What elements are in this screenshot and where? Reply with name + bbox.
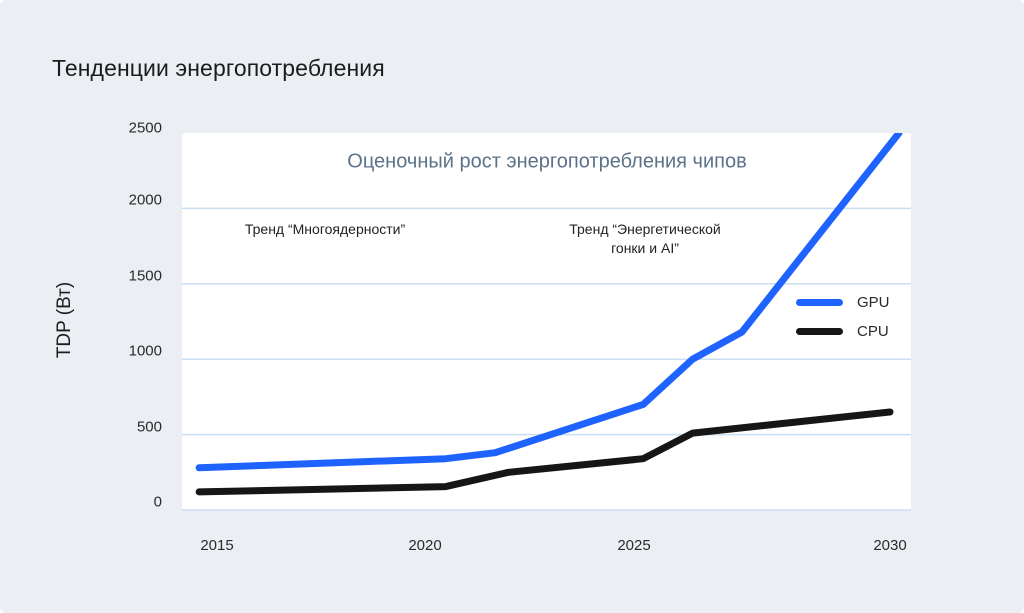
y-tick-2000: 2000 <box>128 191 162 209</box>
y-tick-500: 500 <box>136 418 162 436</box>
series-line-cpu <box>195 408 894 496</box>
series-lines <box>195 133 903 496</box>
legend-item-cpu: CPU <box>796 321 889 341</box>
gridlines <box>182 207 911 511</box>
legend-label-gpu: GPU <box>857 293 890 311</box>
chart-subtitle: Оценочный рост энергопотребления чипов <box>347 150 747 173</box>
chart-title: Тенденции энергопотребления <box>52 55 385 81</box>
series-line-gpu <box>195 133 903 472</box>
legend-item-gpu: GPU <box>796 292 890 312</box>
x-tick-2015: 2015 <box>200 537 234 554</box>
x-tick-2030: 2030 <box>873 537 907 554</box>
legend-swatch-gpu <box>796 298 843 306</box>
annotation-text-line2: гонки и AI” <box>611 240 679 256</box>
plot-background <box>182 133 911 510</box>
legend-swatch-cpu <box>796 327 843 335</box>
x-tick-2025: 2025 <box>617 537 651 554</box>
legend-label-cpu: CPU <box>857 322 889 340</box>
y-tick-1500: 1500 <box>128 267 162 285</box>
x-tick-2020: 2020 <box>408 537 442 554</box>
annotation-text: Тренд “Многоядерности” <box>244 221 406 237</box>
annotation-multicore-trend: Тренд “Многоядерности” <box>245 220 405 239</box>
y-tick-0: 0 <box>153 493 162 511</box>
y-tick-2500: 2500 <box>128 119 162 137</box>
annotation-text-line1: Тренд “Энергетической <box>569 221 721 237</box>
annotation-ai-race-trend: Тренд “Энергетической гонки и AI” <box>569 220 720 258</box>
y-tick-1000: 1000 <box>128 342 162 360</box>
